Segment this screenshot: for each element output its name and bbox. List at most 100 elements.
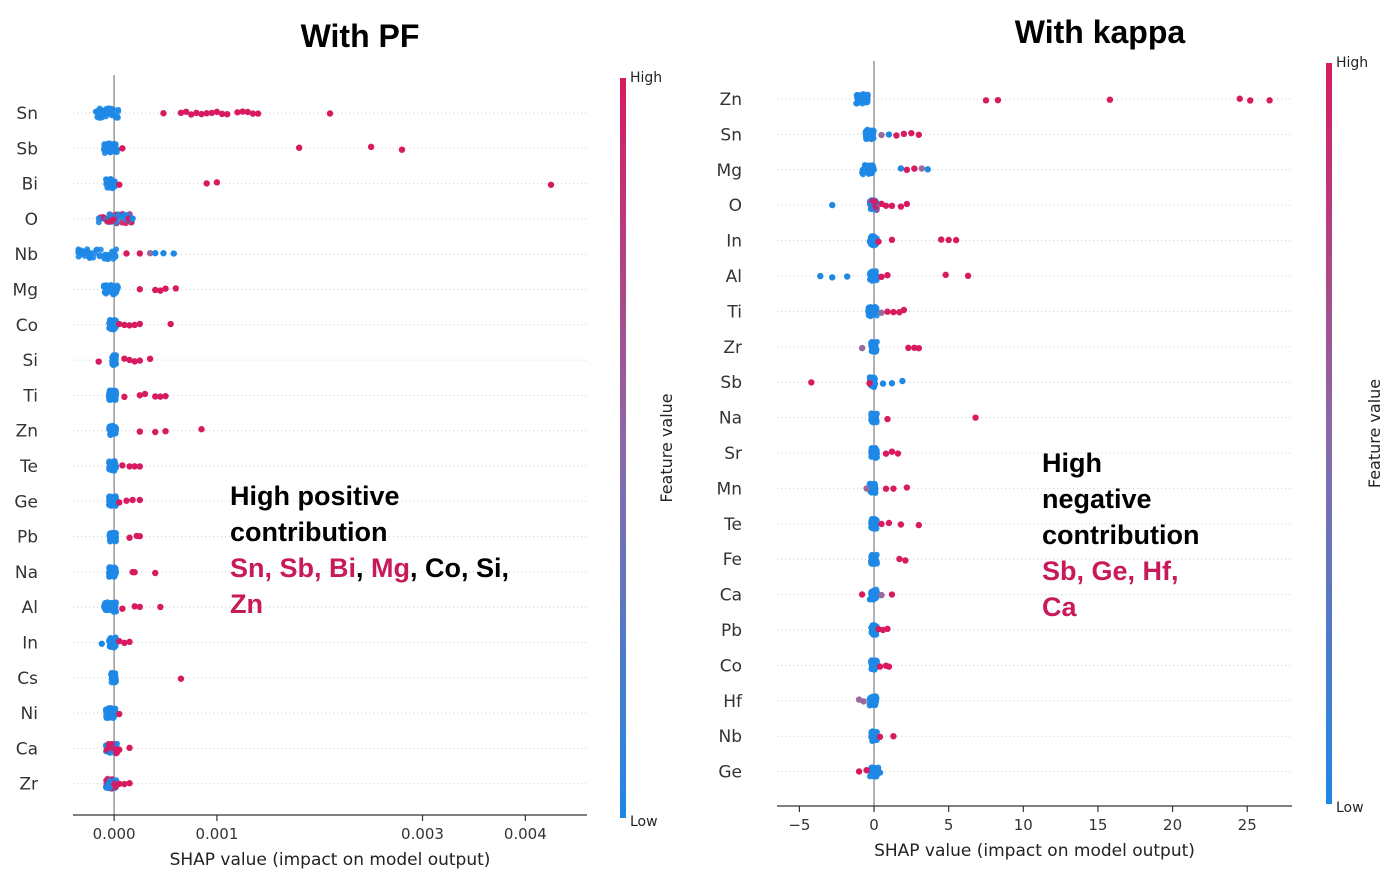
highlight-text: Zn (230, 589, 263, 619)
feature-label-ti: Ti (726, 302, 742, 322)
shap-point (108, 389, 115, 396)
shap-point (136, 603, 144, 611)
shap-point (131, 569, 138, 576)
feature-label-zn: Zn (16, 422, 38, 442)
shap-point (863, 767, 870, 774)
colorbar (1326, 63, 1332, 804)
shap-point (964, 272, 972, 280)
annotation-line: contribution (230, 517, 388, 547)
shap-point (864, 93, 871, 100)
shap-point (924, 166, 931, 173)
shap-point (890, 485, 897, 492)
shap-point (982, 97, 990, 104)
shap-point (829, 201, 836, 209)
shap-point (126, 534, 133, 541)
shap-point (123, 497, 130, 504)
shap-point (870, 622, 877, 629)
shap-point (107, 217, 114, 224)
shap-point (868, 374, 875, 381)
shap-point (152, 286, 159, 294)
feature-label-pb: Pb (17, 528, 38, 548)
shap-point (878, 131, 885, 139)
x-tick-label: 25 (1238, 816, 1257, 834)
shap-point (893, 132, 900, 139)
shap-point (102, 147, 109, 154)
shap-point (870, 700, 877, 707)
shap-point (882, 485, 890, 492)
shap-point (167, 320, 174, 328)
shap-point (869, 162, 876, 169)
shap-point (109, 396, 116, 403)
shap-point (869, 519, 876, 526)
shap-point (843, 273, 851, 280)
shap-point (136, 357, 144, 364)
annotation-line: contribution (1042, 520, 1200, 550)
shap-point (870, 340, 877, 347)
shap-point (162, 427, 169, 435)
shap-point (858, 97, 865, 104)
shap-point (902, 557, 909, 564)
shap-point (888, 202, 896, 210)
shap-point (888, 591, 896, 598)
panel-title-pf: With PF (300, 18, 420, 54)
shap-point (1247, 97, 1254, 104)
shap-point (866, 379, 873, 387)
shap-point (897, 165, 905, 172)
shap-point (112, 599, 119, 606)
shap-point (126, 463, 133, 470)
shap-point (162, 285, 169, 292)
shap-point (152, 569, 159, 577)
shap-point (136, 392, 144, 399)
x-tick-label: 0.004 (504, 825, 547, 843)
x-axis-label: SHAP value (impact on model output) (874, 841, 1195, 861)
shap-point (177, 109, 185, 117)
shap-point (116, 320, 123, 328)
shap-point (136, 533, 144, 540)
shap-point (160, 250, 167, 257)
feature-label-ca: Ca (720, 586, 742, 606)
feature-label-o: O (729, 196, 742, 216)
feature-label-mn: Mn (717, 479, 742, 499)
shap-point (876, 769, 884, 776)
feature-label-mg: Mg (13, 281, 38, 301)
shap-point (894, 450, 902, 457)
shap-point (136, 250, 144, 257)
feature-label-bi: Bi (22, 175, 38, 195)
shap-point (95, 215, 102, 222)
shap-point (157, 603, 164, 611)
annotation-line: High (1042, 448, 1102, 478)
highlight-text: Ca (1042, 592, 1077, 622)
shap-point (900, 130, 908, 138)
shap-point (398, 146, 406, 153)
shap-point (870, 242, 877, 249)
shap-point (915, 131, 923, 138)
shap-point (249, 110, 257, 117)
shap-point (875, 238, 882, 245)
shap-point (123, 250, 130, 257)
annotation-line: High positive (230, 481, 400, 511)
shap-point (915, 521, 923, 529)
shap-point (859, 169, 866, 176)
shap-point (136, 286, 144, 293)
shap-point (817, 272, 824, 280)
feature-label-mg: Mg (717, 161, 742, 181)
shap-point (112, 388, 119, 395)
shap-point (915, 344, 923, 352)
shap-point (872, 347, 879, 354)
shap-point (116, 780, 123, 788)
annotation-elements: Sn, Sb, Bi, Mg, Co, Si, (230, 550, 590, 586)
shap-point (106, 706, 113, 713)
shap-point (119, 462, 126, 469)
shap-point (106, 424, 113, 431)
x-tick-label: 5 (944, 816, 954, 834)
shap-point (114, 740, 121, 747)
shap-point (110, 140, 117, 147)
x-axis-label: SHAP value (impact on model output) (170, 850, 491, 870)
shap-point (107, 466, 114, 473)
shap-point (208, 109, 215, 117)
shap-point (119, 605, 126, 612)
shap-point (107, 317, 114, 324)
colorbar-high-label: High (630, 70, 662, 86)
feature-label-ge: Ge (14, 492, 38, 512)
